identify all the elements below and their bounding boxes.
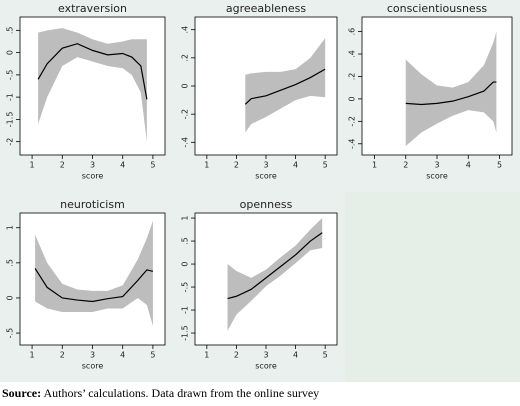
x-tick-label: 1 xyxy=(30,351,35,360)
y-tick-label: 0 xyxy=(6,295,15,300)
x-axis-label: score xyxy=(82,172,104,181)
y-tick-label: -.5 xyxy=(6,328,15,339)
y-tick-label: .2 xyxy=(348,73,357,81)
y-tick-label: .5 xyxy=(6,27,15,35)
x-tick-label: 1 xyxy=(204,161,209,170)
y-tick-label: 0 xyxy=(181,83,190,88)
panel-title: neuroticism xyxy=(60,198,125,211)
y-tick-label: -1.5 xyxy=(181,325,190,341)
x-tick-label: 5 xyxy=(323,161,328,170)
y-tick-label: .5 xyxy=(6,259,15,267)
x-tick-label: 2 xyxy=(60,161,65,170)
x-tick-label: 2 xyxy=(60,351,65,360)
x-tick-label: 3 xyxy=(263,351,268,360)
y-tick-label: .6 xyxy=(348,28,357,36)
confidence-band xyxy=(227,218,323,331)
y-tick-label: .5 xyxy=(181,237,190,245)
x-tick-label: 5 xyxy=(497,161,502,170)
x-tick-label: 3 xyxy=(90,161,95,170)
y-tick-label: -1 xyxy=(6,93,15,101)
y-tick-label: -.5 xyxy=(6,70,15,81)
x-axis-label: score xyxy=(426,172,448,181)
y-tick-label: 1 xyxy=(181,216,190,221)
fit-line xyxy=(37,43,148,100)
y-tick-label: -2 xyxy=(6,138,15,146)
x-tick-label: 3 xyxy=(263,161,268,170)
panel-title: agreeableness xyxy=(226,2,307,15)
y-tick-label: -.5 xyxy=(181,282,190,293)
x-tick-label: 1 xyxy=(372,161,377,170)
x-tick-label: 3 xyxy=(90,351,95,360)
x-tick-label: 3 xyxy=(434,161,439,170)
source-note: Source: Authors’ calculations. Data draw… xyxy=(2,386,319,401)
y-tick-label: .4 xyxy=(348,50,357,58)
panel-title: openness xyxy=(240,198,293,211)
fit-line xyxy=(405,81,497,106)
empty-panel xyxy=(345,192,520,382)
confidence-band xyxy=(245,38,326,133)
x-tick-label: 4 xyxy=(293,161,298,170)
x-axis-label: score xyxy=(255,172,277,181)
y-tick-label: .4 xyxy=(181,26,190,34)
fit-line xyxy=(227,232,323,300)
y-tick-label: -.2 xyxy=(348,116,357,127)
y-tick-label: -.2 xyxy=(181,109,190,120)
x-tick-label: 1 xyxy=(204,351,209,360)
x-axis-label: score xyxy=(82,362,104,371)
x-tick-label: 2 xyxy=(234,161,239,170)
y-tick-label: .2 xyxy=(181,54,190,62)
chart-grid: extraversion-2-1.5-1-.50.51 2 3 4 5scoreagre… xyxy=(0,0,520,382)
x-tick-label: 2 xyxy=(234,351,239,360)
x-tick-label: 2 xyxy=(403,161,408,170)
y-tick-label: -1.5 xyxy=(6,112,15,128)
x-tick-label: 1 xyxy=(30,161,35,170)
source-text: Authors’ calculations. Data drawn from t… xyxy=(43,386,320,400)
y-tick-label: -.4 xyxy=(348,139,357,150)
confidence-band xyxy=(38,28,147,142)
confidence-band xyxy=(405,31,497,147)
y-tick-label: 0 xyxy=(181,262,190,267)
x-tick-label: 4 xyxy=(120,351,125,360)
fit-line xyxy=(34,268,154,303)
x-tick-label: 4 xyxy=(466,161,471,170)
x-tick-label: 5 xyxy=(150,351,155,360)
x-tick-label: 5 xyxy=(150,161,155,170)
x-tick-label: 4 xyxy=(120,161,125,170)
y-tick-label: -.4 xyxy=(181,137,190,148)
panel-title: extraversion xyxy=(58,2,127,15)
y-tick-label: 0 xyxy=(6,50,15,55)
confidence-band xyxy=(35,220,153,327)
x-tick-label: 4 xyxy=(293,351,298,360)
x-tick-label: 5 xyxy=(323,351,328,360)
y-tick-label: 1 xyxy=(6,225,15,230)
fit-line xyxy=(244,68,326,105)
source-label: Source: xyxy=(2,386,42,400)
y-tick-label: 0 xyxy=(348,96,357,101)
x-axis-label: score xyxy=(255,362,277,371)
y-tick-label: -1 xyxy=(181,306,190,314)
panel-title: conscientiousness xyxy=(387,2,488,15)
